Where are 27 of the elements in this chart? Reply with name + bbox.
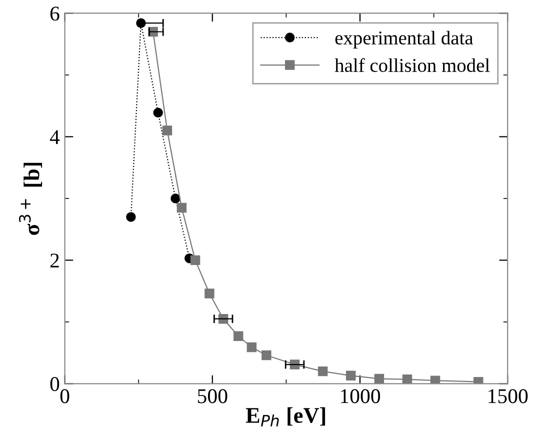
- point: [153, 108, 163, 118]
- x-axis-title: E$_{Ph}$ [eV]: [246, 407, 326, 426]
- point: [246, 342, 257, 352]
- x-tick-label: 0: [60, 389, 70, 404]
- point: [262, 350, 272, 360]
- y-tick-label: 0: [50, 377, 60, 392]
- point: [162, 126, 172, 136]
- y-axis-title: σ$^{3+}$ [b]: [19, 162, 42, 235]
- y-tick-label: 6: [50, 6, 60, 21]
- y-tick-label: 2: [50, 254, 59, 268]
- point: [234, 331, 244, 341]
- x-tick-label: 1500: [488, 389, 528, 404]
- y-tick-label: 4: [50, 130, 60, 144]
- point: [430, 376, 440, 384]
- point: [126, 212, 136, 222]
- point: [204, 288, 214, 298]
- point: [402, 374, 412, 384]
- point: [346, 370, 356, 381]
- point: [374, 374, 384, 384]
- x-tick-label: 1000: [341, 389, 380, 404]
- point: [318, 366, 328, 376]
- point: [190, 255, 200, 266]
- point: [176, 202, 187, 213]
- legend-label: experimental data: [335, 30, 474, 48]
- x-tick-label: 500: [198, 389, 228, 404]
- point: [170, 194, 180, 204]
- legend-label: half collision model: [334, 58, 490, 72]
